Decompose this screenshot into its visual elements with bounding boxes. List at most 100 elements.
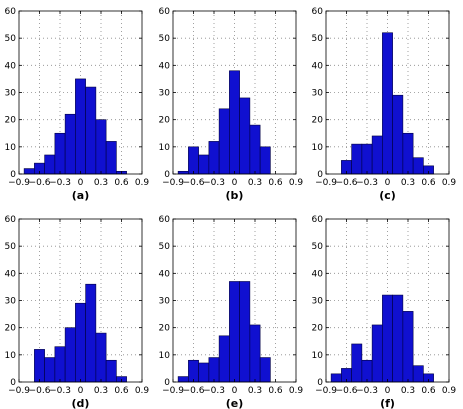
panel-caption: (f) <box>380 397 395 409</box>
histogram-bar <box>95 119 107 175</box>
panel-caption: (b) <box>226 189 244 202</box>
histogram-bar <box>188 146 199 175</box>
y-tick-label: 50 <box>5 34 17 44</box>
histogram-bar <box>54 132 66 175</box>
y-tick-label: 40 <box>159 61 171 71</box>
histogram-bar <box>44 154 56 175</box>
x-tick-label: −0.9 <box>162 386 184 396</box>
histogram-bar <box>105 141 117 175</box>
x-tick-label: 0.6 <box>268 386 283 396</box>
y-tick-label: 20 <box>312 116 324 126</box>
y-tick-label: 0 <box>317 170 323 180</box>
y-tick-label: 0 <box>10 170 16 180</box>
panel-caption: (c) <box>379 189 396 202</box>
histogram-bar <box>75 302 86 383</box>
x-tick-label: −0.6 <box>29 386 51 396</box>
x-tick-label: 0 <box>232 386 238 396</box>
histogram-bar <box>259 357 271 383</box>
x-tick-label: −0.6 <box>183 386 205 396</box>
histogram-bar <box>64 327 76 383</box>
x-tick-label: −0.9 <box>162 178 184 188</box>
x-tick-label: 0 <box>78 386 84 396</box>
histogram-bar <box>105 359 117 383</box>
y-tick-label: 0 <box>10 378 16 388</box>
x-tick-label: −0.6 <box>183 178 205 188</box>
histogram-bar <box>371 324 383 383</box>
histogram-bar <box>54 346 66 383</box>
x-tick-label: −0.3 <box>356 178 378 188</box>
y-tick-label: 60 <box>5 7 17 17</box>
histogram-bar <box>208 357 220 383</box>
x-tick-label: −0.9 <box>8 178 30 188</box>
x-tick-label: 0.3 <box>401 386 415 396</box>
y-tick-label: 10 <box>312 143 324 153</box>
panel-caption: (a) <box>72 189 89 202</box>
y-tick-label: 0 <box>164 378 170 388</box>
histogram-bar <box>361 359 373 383</box>
histogram-bar <box>229 70 240 175</box>
x-tick-label: 0.3 <box>401 178 415 188</box>
x-tick-label: −0.3 <box>203 178 225 188</box>
y-tick-label: 40 <box>159 269 171 279</box>
histogram-bar <box>95 332 107 383</box>
histogram-bar <box>402 132 414 175</box>
histogram-bar <box>361 143 373 175</box>
histogram-bar <box>208 141 220 175</box>
x-tick-label: 0.3 <box>248 178 262 188</box>
histogram-bar <box>402 311 414 383</box>
histogram-bar <box>382 32 393 175</box>
x-tick-label: 0.6 <box>421 386 436 396</box>
x-tick-label: −0.6 <box>29 178 51 188</box>
histogram-bar <box>412 365 424 383</box>
y-tick-label: 30 <box>312 89 324 99</box>
histogram-bar <box>218 335 230 383</box>
histogram-bar <box>392 94 404 175</box>
x-tick-label: −0.9 <box>315 386 337 396</box>
x-tick-label: 0.9 <box>135 178 150 188</box>
x-tick-label: 0.6 <box>114 178 129 188</box>
histogram-bar <box>249 124 261 175</box>
y-tick-label: 10 <box>5 143 17 153</box>
y-tick-label: 30 <box>5 89 17 99</box>
y-tick-label: 10 <box>312 351 324 361</box>
x-tick-label: 0.3 <box>94 178 108 188</box>
y-tick-label: 50 <box>5 242 17 252</box>
x-tick-label: 0.9 <box>289 386 304 396</box>
y-tick-label: 60 <box>5 215 17 225</box>
histogram-bar <box>351 343 363 383</box>
y-tick-label: 20 <box>159 116 171 126</box>
x-tick-label: 0 <box>385 178 391 188</box>
y-tick-label: 30 <box>5 297 17 307</box>
histogram-bar <box>188 359 199 383</box>
y-tick-label: 60 <box>159 215 171 225</box>
y-tick-label: 10 <box>5 351 17 361</box>
x-tick-label: −0.6 <box>336 178 358 188</box>
x-tick-label: −0.3 <box>49 386 71 396</box>
y-tick-label: 60 <box>159 7 171 17</box>
y-tick-label: 20 <box>5 116 17 126</box>
histogram-panel-3: 0 10 20 30 40 50 60 −0.9−0.6−0.3 0 0.3 0.6 0.9 (c) <box>312 7 457 202</box>
y-tick-label: 10 <box>159 143 171 153</box>
x-tick-label: −0.3 <box>356 386 378 396</box>
x-tick-label: 0.6 <box>114 386 129 396</box>
y-tick-label: 0 <box>164 170 170 180</box>
y-tick-label: 30 <box>159 297 171 307</box>
histogram-bar <box>330 373 342 383</box>
x-tick-label: 0.6 <box>268 178 283 188</box>
histogram-bar <box>351 143 363 175</box>
histogram-bar <box>239 281 251 383</box>
x-tick-label: −0.9 <box>315 178 337 188</box>
y-tick-label: 50 <box>312 34 324 44</box>
panel-caption: (e) <box>226 397 244 409</box>
histogram-bar <box>198 362 210 383</box>
histogram-bar <box>198 154 210 175</box>
histogram-panel-4: 0 10 20 30 40 50 60 −0.9−0.6−0.3 0 0.3 0.6 0.9 (d) <box>5 215 150 409</box>
y-tick-label: 50 <box>159 242 171 252</box>
panel-caption: (d) <box>72 397 90 409</box>
y-tick-label: 30 <box>159 89 171 99</box>
x-tick-label: −0.3 <box>49 178 71 188</box>
x-tick-label: 0.9 <box>289 178 304 188</box>
histogram-bar <box>64 113 76 175</box>
histogram-bar <box>177 170 189 175</box>
